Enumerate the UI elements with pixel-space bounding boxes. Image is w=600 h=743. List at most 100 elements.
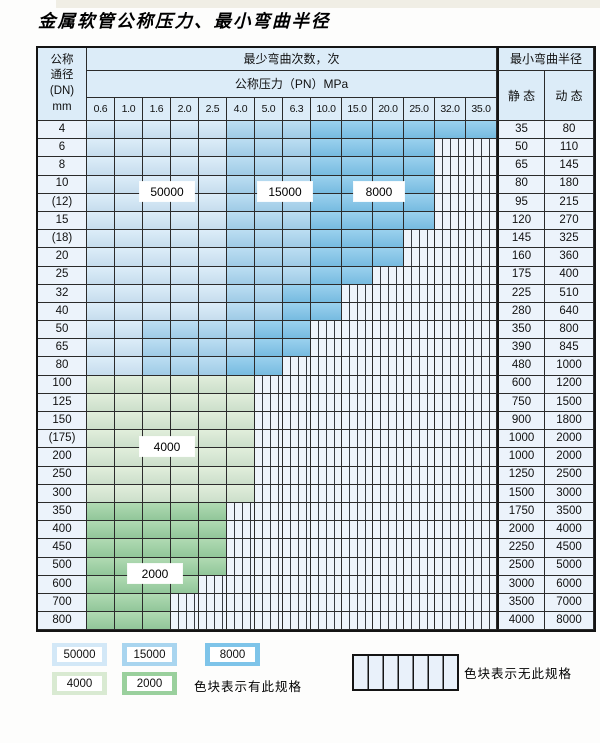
spec-cell: [199, 502, 227, 522]
no-spec-cell: [435, 339, 466, 358]
static-value-cell: 4000: [497, 612, 545, 631]
spec-cell: [342, 266, 373, 285]
dynamic-value-cell: 510: [545, 284, 594, 303]
dynamic-value-cell: 145: [545, 157, 594, 176]
no-spec-cell: [404, 393, 435, 412]
spec-cell: [115, 502, 143, 522]
static-value-cell: 1750: [497, 502, 545, 522]
no-spec-cell: [435, 175, 466, 194]
spec-cell: [87, 193, 115, 212]
no-spec-cell: [311, 539, 342, 558]
no-spec-cell: [255, 466, 283, 485]
spec-cell: [255, 321, 283, 340]
spec-cell: [143, 375, 171, 394]
spec-cell: [115, 448, 143, 467]
no-spec-cell: [342, 448, 373, 467]
legend: 2000 4000 8000 15000 50000 色块表示有此规格 色块表示无此规格: [0, 643, 600, 713]
no-spec-cell: [373, 266, 404, 285]
legend-swatch-8000: 8000: [205, 643, 260, 666]
spec-cell: [143, 412, 171, 431]
no-spec-cell: [435, 575, 466, 594]
spec-cell: [199, 484, 227, 503]
spec-cell: [227, 230, 255, 249]
no-spec-cell: [342, 466, 373, 485]
spec-cell: [143, 466, 171, 485]
spec-cell: [373, 230, 404, 249]
legend-unavailable-text: 色块表示无此规格: [464, 667, 573, 681]
no-spec-cell: [311, 466, 342, 485]
spec-cell: [283, 121, 311, 140]
no-spec-cell: [342, 539, 373, 558]
no-spec-cell: [342, 502, 373, 522]
spec-cell: [311, 121, 342, 140]
pressure-col-header: 35.0: [466, 98, 497, 121]
no-spec-cell: [466, 575, 497, 594]
spec-cell: [115, 302, 143, 322]
dynamic-value-cell: 215: [545, 193, 594, 212]
pressure-col-header: 6.3: [283, 98, 311, 121]
spec-cell: [342, 230, 373, 249]
spec-cell: [199, 302, 227, 322]
spec-cell: [143, 139, 171, 158]
spec-cell: [115, 157, 143, 176]
spec-cell: [143, 302, 171, 322]
pressure-col-header: 20.0: [373, 98, 404, 121]
spec-cell: [255, 121, 283, 140]
no-spec-cell: [283, 539, 311, 558]
dn-cell: 300: [38, 484, 87, 503]
spec-cell: [115, 393, 143, 412]
no-spec-cell: [283, 484, 311, 503]
no-spec-cell: [466, 284, 497, 303]
spec-cell: [199, 539, 227, 558]
no-spec-cell: [255, 593, 283, 613]
dynamic-value-cell: 110: [545, 139, 594, 158]
dn-cell: 80: [38, 357, 87, 376]
spec-cell: [171, 375, 199, 394]
no-spec-cell: [227, 575, 255, 594]
no-spec-cell: [283, 557, 311, 576]
spec-cell: [311, 284, 342, 303]
static-value-cell: 1500: [497, 484, 545, 503]
corner-header-line: 公称: [50, 53, 74, 66]
spec-cell: [171, 284, 199, 303]
dynamic-value-cell: 8000: [545, 612, 594, 631]
spec-cell: [87, 375, 115, 394]
radius-header: 最小弯曲半径: [497, 48, 594, 71]
spec-cell: [199, 339, 227, 358]
spec-cell: [143, 121, 171, 140]
static-value-cell: 80: [497, 175, 545, 194]
static-value-cell: 480: [497, 357, 545, 376]
no-spec-cell: [342, 375, 373, 394]
spec-cell: [143, 357, 171, 376]
spec-cell: [199, 193, 227, 212]
legend-swatch-15000: 15000: [122, 643, 177, 666]
no-spec-cell: [227, 612, 255, 631]
pressure-col-header: 15.0: [342, 98, 373, 121]
dynamic-value-cell: 3500: [545, 502, 594, 522]
spec-cell: [227, 412, 255, 431]
corner-header: 公称 通径 (DN) mm: [38, 48, 87, 121]
no-spec-cell: [311, 357, 342, 376]
legend-swatch-label: 2000: [127, 676, 172, 691]
dn-cell: 800: [38, 612, 87, 631]
spec-cell: [227, 266, 255, 285]
spec-cell: [87, 521, 115, 540]
no-spec-cell: [435, 284, 466, 303]
no-spec-cell: [466, 375, 497, 394]
spec-cell: [255, 357, 283, 376]
spec-cell: [227, 321, 255, 340]
legend-swatch-4000: 4000: [52, 672, 107, 695]
no-spec-cell: [435, 466, 466, 485]
no-spec-cell: [283, 375, 311, 394]
no-spec-cell: [283, 448, 311, 467]
static-header: 静 态: [497, 71, 545, 121]
spec-cell: [227, 357, 255, 376]
dn-cell: (12): [38, 193, 87, 212]
no-spec-cell: [373, 484, 404, 503]
dynamic-value-cell: 2500: [545, 466, 594, 485]
spec-cell: [373, 139, 404, 158]
no-spec-cell: [435, 248, 466, 267]
spec-cell: [171, 539, 199, 558]
no-spec-cell: [435, 375, 466, 394]
spec-cell: [171, 121, 199, 140]
